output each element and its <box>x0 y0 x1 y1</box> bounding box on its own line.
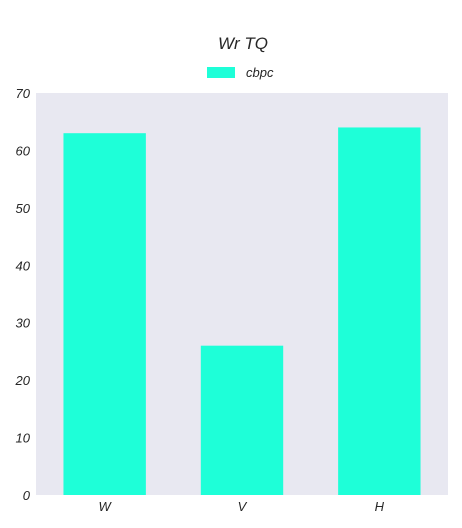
y-axis: 0 10 20 30 40 50 60 70 <box>15 86 31 503</box>
y-tick-label: 0 <box>23 488 31 503</box>
bar-w <box>63 133 146 495</box>
legend-label: cbpc <box>246 65 274 80</box>
y-tick-label: 40 <box>16 258 31 273</box>
legend-swatch <box>207 67 235 78</box>
x-tick-label: W <box>99 499 113 514</box>
y-tick-label: 50 <box>16 201 31 216</box>
bars-layer <box>63 127 421 496</box>
bar-v <box>200 345 284 495</box>
y-tick-label: 70 <box>16 86 31 101</box>
y-tick-label: 20 <box>15 373 31 388</box>
x-tick-label: V <box>238 499 248 514</box>
bar-h <box>338 127 421 496</box>
y-tick-label: 60 <box>16 143 31 158</box>
x-tick-label: H <box>375 499 385 514</box>
y-tick-label: 30 <box>16 316 31 331</box>
y-tick-label: 10 <box>16 431 31 446</box>
chart-title: Wr TQ <box>218 34 268 53</box>
legend: cbpc <box>207 65 274 80</box>
